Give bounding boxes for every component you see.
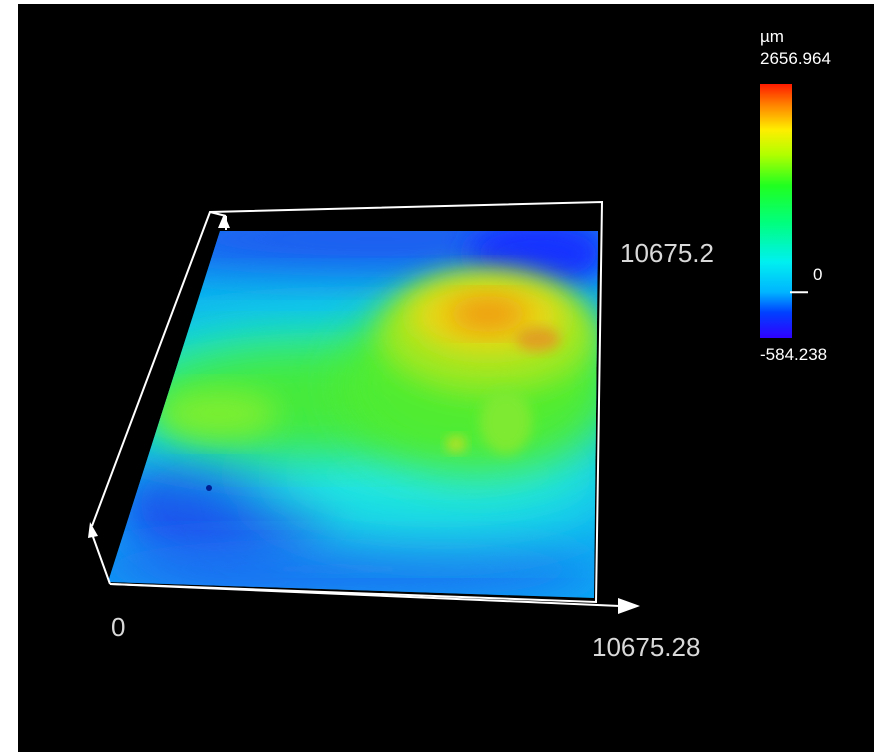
y-axis-arrow xyxy=(88,522,111,585)
3d-viewport[interactable]: 0 10675.28 10675.2 µm 2656.964 0 -584.23… xyxy=(18,4,874,752)
height-map-surface xyxy=(108,231,598,598)
x-axis-arrow xyxy=(109,583,640,614)
colorbar-unit-label: µm xyxy=(760,27,784,46)
colorbar-max-label: 2656.964 xyxy=(760,49,831,68)
x-max-tick-label: 10675.28 xyxy=(592,632,700,662)
colorbar-min-label: -584.238 xyxy=(760,345,827,364)
y-max-tick-label: 10675.2 xyxy=(620,238,714,268)
color-scale-bar: µm 2656.964 0 -584.238 xyxy=(760,27,831,364)
z-axis-arrow xyxy=(218,214,230,228)
colorbar-gradient xyxy=(760,84,792,338)
origin-tick-label: 0 xyxy=(111,612,125,642)
y-max-label-clip: 10675.2 xyxy=(620,238,714,268)
colorbar-zero-label: 0 xyxy=(813,265,822,284)
surface-plot: 0 10675.28 10675.2 µm 2656.964 0 -584.23… xyxy=(88,27,831,662)
